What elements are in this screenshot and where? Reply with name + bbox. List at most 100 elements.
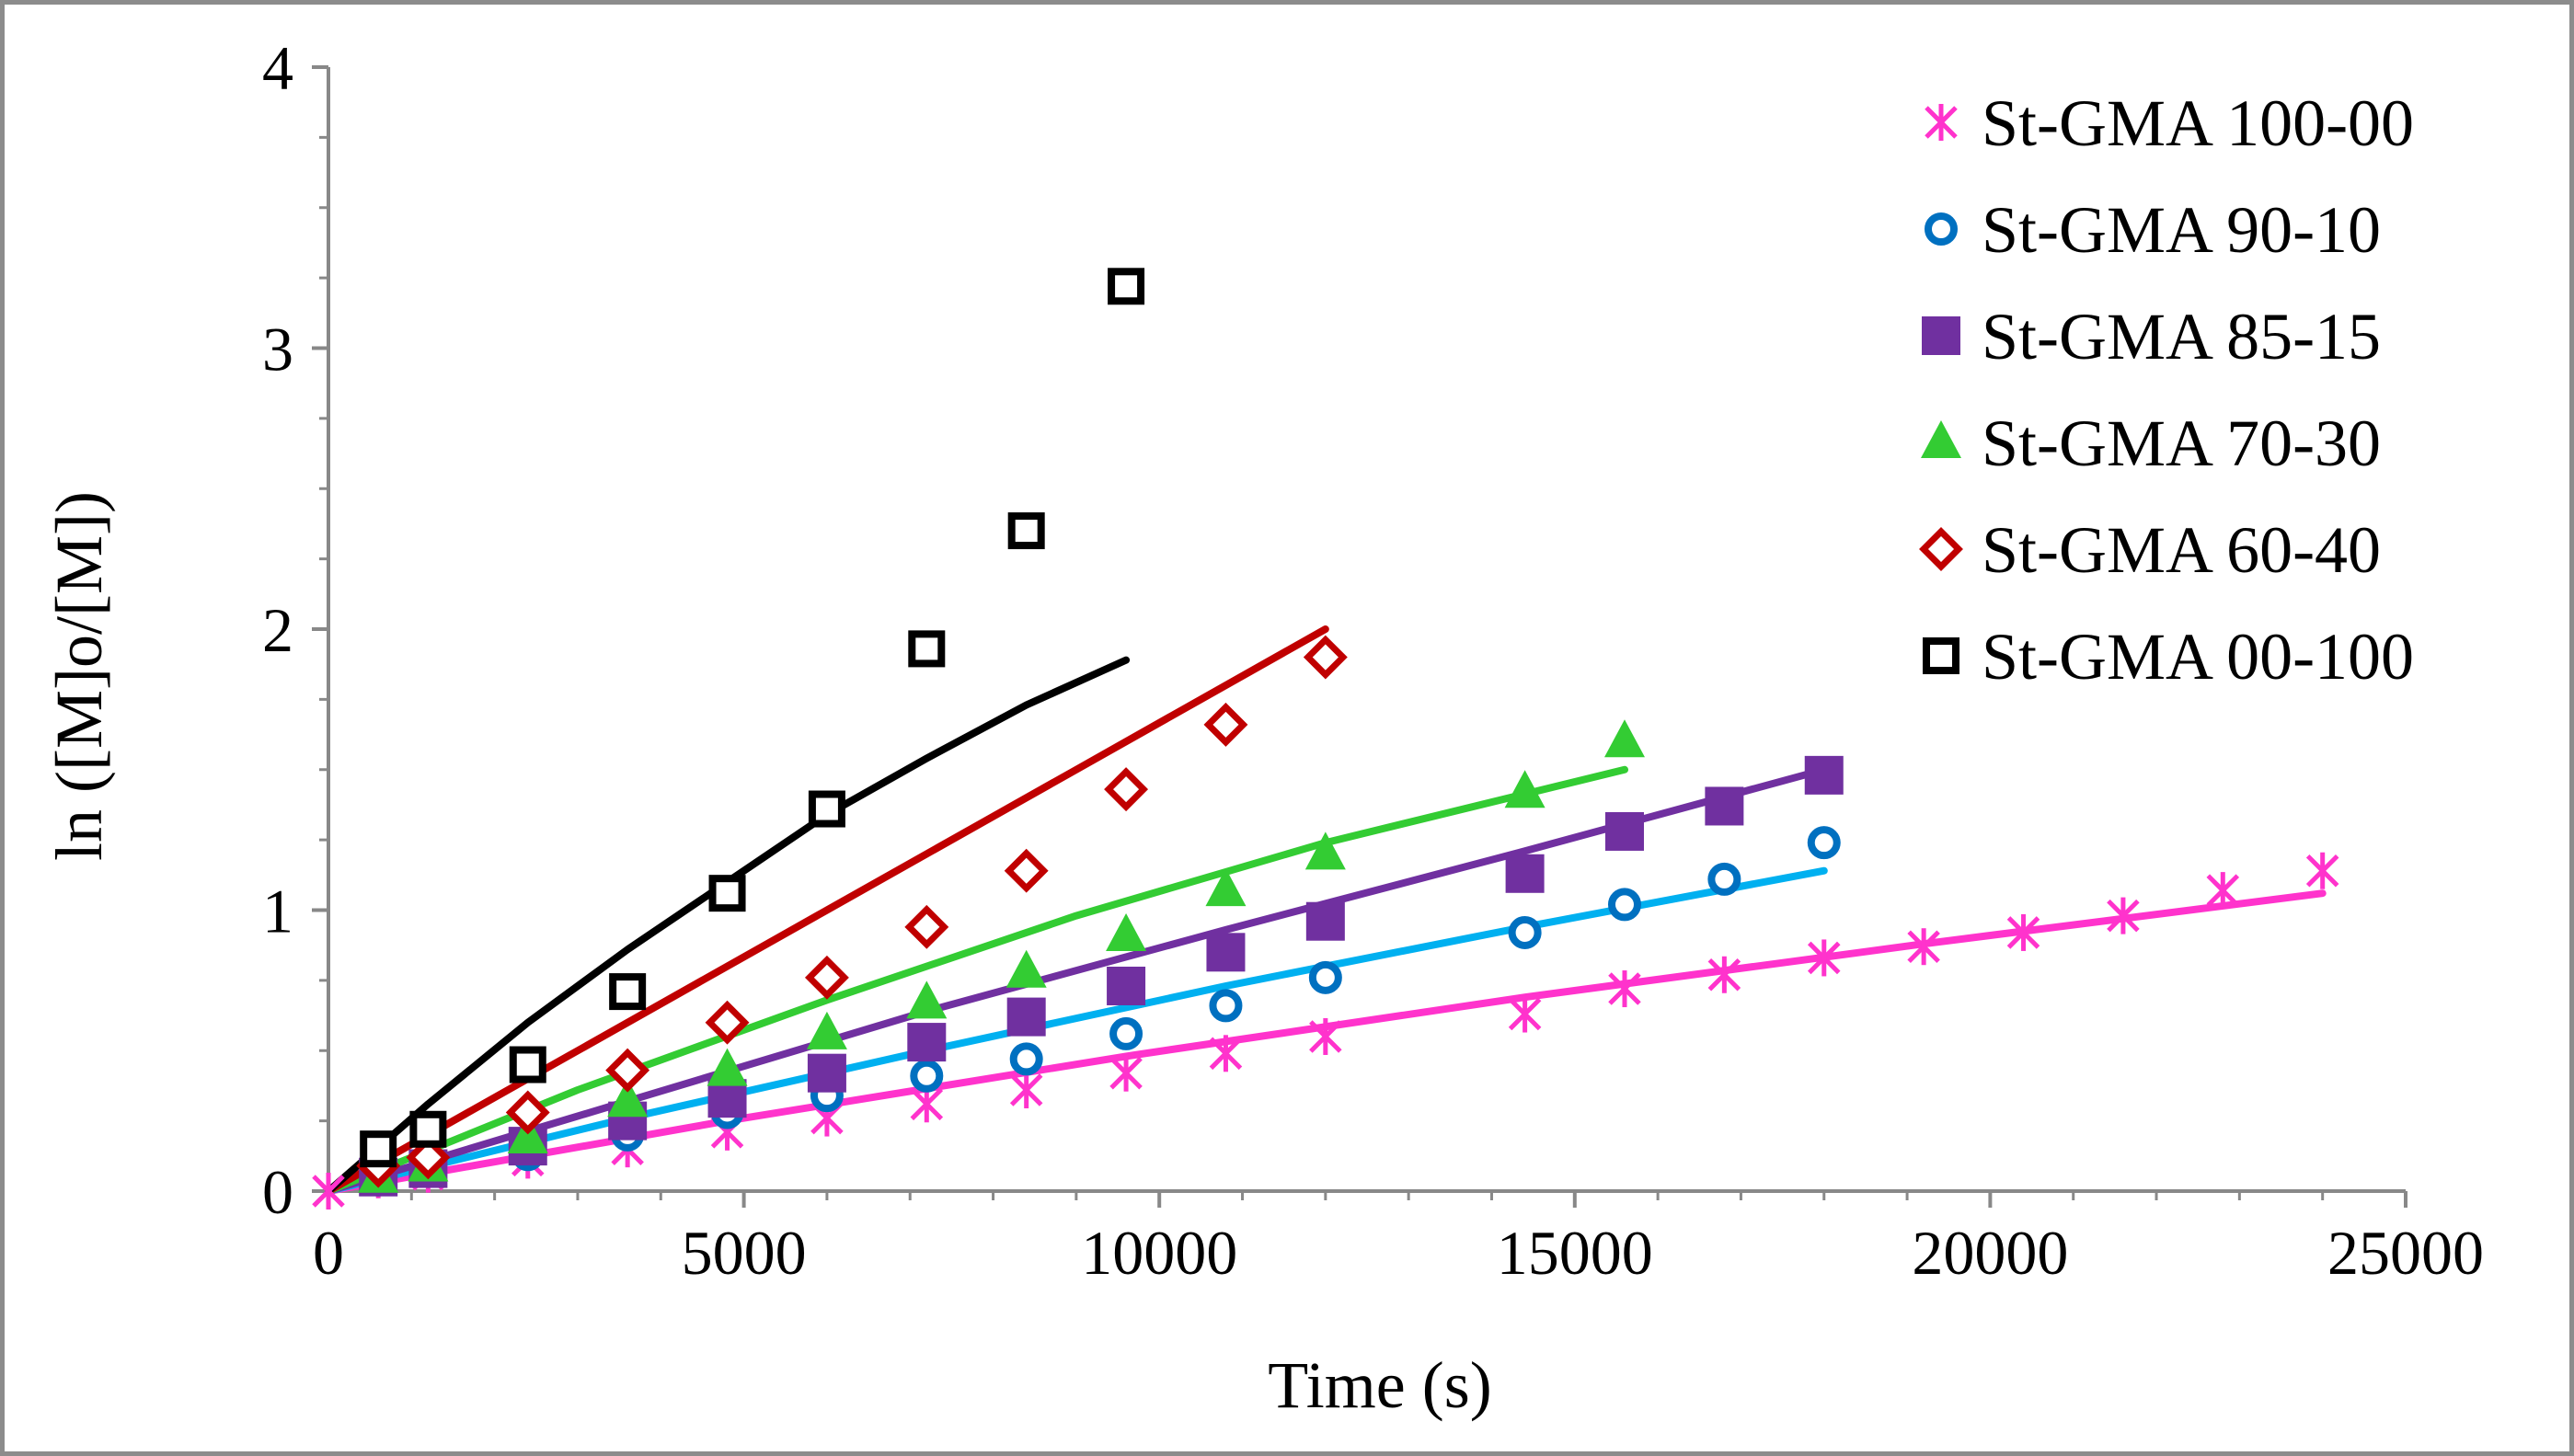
- data-point: [1107, 966, 1146, 1005]
- data-point: [806, 1011, 847, 1049]
- data-point: [609, 973, 647, 1011]
- data-point: [1804, 755, 1844, 795]
- marker-shape: [1921, 420, 1961, 458]
- data-point: [409, 1110, 447, 1148]
- marker-shape: [505, 1090, 550, 1135]
- data-point: [1206, 933, 1246, 972]
- data-point: [312, 1173, 345, 1210]
- y-tick-label: 4: [262, 33, 293, 103]
- data-point: [507, 1115, 548, 1153]
- legend-marker: [1919, 527, 1963, 571]
- marker-shape: [1508, 915, 1542, 949]
- data-point: [509, 1046, 546, 1083]
- marker-shape: [406, 1135, 451, 1180]
- marker-shape: [1107, 966, 1146, 1005]
- marker-shape: [609, 973, 647, 1011]
- data-point: [1807, 939, 1841, 977]
- marker-shape: [409, 1110, 447, 1148]
- data-point: [804, 955, 849, 1000]
- data-point: [2006, 913, 2040, 951]
- data-point: [907, 1023, 947, 1062]
- marker-shape: [1504, 770, 1546, 808]
- marker-shape: [1109, 1016, 1143, 1050]
- data-point: [1205, 868, 1247, 907]
- marker-shape: [1604, 811, 1644, 851]
- legend-item-st-gma-90-10: St-GMA 90-10: [1925, 193, 2381, 267]
- data-point: [906, 980, 948, 1019]
- data-point: [908, 630, 946, 668]
- data-point: [1104, 767, 1149, 812]
- x-tick-label: 15000: [1497, 1218, 1653, 1288]
- marker-shape: [806, 1011, 847, 1049]
- marker-shape: [908, 630, 946, 668]
- legend-item-st-gma-70-30: St-GMA 70-30: [1921, 407, 2381, 480]
- data-point: [505, 1090, 550, 1135]
- data-point: [1604, 811, 1644, 851]
- data-point: [1308, 960, 1342, 994]
- data-point: [605, 1048, 650, 1093]
- legend-item-st-gma-60-40: St-GMA 60-40: [1919, 513, 2381, 587]
- y-tick-label: 2: [262, 595, 293, 665]
- data-point: [1508, 915, 1542, 949]
- y-tick-label: 3: [262, 315, 293, 384]
- fit-line-st-gma-85-15: [325, 765, 1828, 1195]
- data-point: [1108, 268, 1145, 305]
- marker-shape: [1607, 888, 1641, 922]
- data-point: [2206, 872, 2240, 910]
- series-st-gma-00-100: [360, 268, 1145, 1168]
- series-st-gma-70-30: [358, 719, 1645, 1193]
- data-point: [360, 1130, 397, 1168]
- data-point: [707, 1048, 748, 1086]
- data-point: [1106, 912, 1147, 951]
- marker-shape: [1925, 212, 1958, 246]
- data-point: [705, 1000, 750, 1045]
- data-point: [1907, 928, 1940, 966]
- legend-label: St-GMA 85-15: [1982, 300, 2381, 373]
- x-axis-title: Time (s): [1268, 1348, 1491, 1422]
- legend-marker: [1923, 637, 1959, 674]
- data-point: [904, 904, 949, 949]
- data-point: [1109, 1054, 1143, 1092]
- legend-label: St-GMA 90-10: [1982, 193, 2381, 267]
- data-point: [1303, 635, 1348, 680]
- data-point: [1309, 1017, 1342, 1055]
- marker-shape: [707, 1048, 748, 1086]
- marker-shape: [1209, 989, 1243, 1023]
- marker-shape: [1007, 512, 1045, 550]
- marker-shape: [507, 1115, 548, 1153]
- marker-shape: [708, 875, 746, 912]
- legend-label: St-GMA 100-00: [1982, 86, 2414, 160]
- marker-shape: [1922, 316, 1960, 355]
- marker-shape: [808, 790, 845, 828]
- marker-shape: [910, 1059, 944, 1093]
- fit-line-st-gma-60-40: [325, 625, 1329, 1195]
- data-point: [406, 1135, 451, 1180]
- marker-shape: [804, 955, 849, 1000]
- marker-shape: [1004, 848, 1049, 893]
- axes: 0 1 2 3 4 0 5000 10000 15000 20000 25000: [262, 33, 2484, 1288]
- data-point: [1508, 995, 1542, 1033]
- data-point: [1009, 1072, 1043, 1109]
- legend-item-st-gma-85-15: St-GMA 85-15: [1922, 300, 2381, 373]
- data-point: [2305, 852, 2339, 889]
- marker-shape: [1108, 268, 1145, 305]
- y-axis-title: ln ([M]o/[M]): [42, 491, 116, 861]
- x-tick-label: 0: [313, 1218, 344, 1288]
- marker-shape: [907, 1023, 947, 1062]
- series-st-gma-60-40: [356, 635, 1348, 1188]
- legend-marker: [1925, 104, 1958, 141]
- marker-shape: [1603, 719, 1645, 758]
- legend-marker: [1925, 212, 1958, 246]
- marker-shape: [1106, 912, 1147, 951]
- x-tick-label: 20000: [1912, 1218, 2068, 1288]
- marker-shape: [705, 1000, 750, 1045]
- data-point: [1209, 1035, 1243, 1072]
- legend-marker: [1921, 420, 1961, 458]
- data-point: [1607, 888, 1641, 922]
- marker-shape: [1705, 786, 1744, 826]
- marker-shape: [1807, 826, 1841, 860]
- data-point: [607, 1079, 649, 1118]
- marker-shape: [509, 1046, 546, 1083]
- marker-shape: [1804, 755, 1844, 795]
- marker-shape: [1009, 1042, 1043, 1076]
